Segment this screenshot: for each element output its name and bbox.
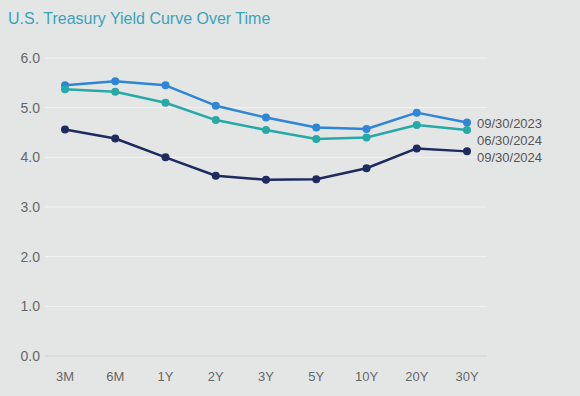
series-marker (363, 164, 371, 172)
series-marker (111, 88, 119, 96)
x-tick-label: 30Y (455, 369, 478, 384)
x-tick-label: 2Y (208, 369, 224, 384)
series-marker (61, 126, 69, 134)
x-tick-label: 1Y (158, 369, 174, 384)
y-tick-label: 4.0 (21, 149, 41, 165)
plot-area (61, 77, 471, 183)
series-marker (162, 153, 170, 161)
series-marker (212, 116, 220, 124)
grid-line (45, 207, 487, 208)
series-marker (363, 133, 371, 141)
y-tick-label: 0.0 (21, 348, 41, 364)
series-marker (212, 172, 220, 180)
series-marker (363, 125, 371, 133)
series-marker (262, 114, 270, 122)
legend-label: 09/30/2024 (477, 150, 542, 165)
series-marker (212, 102, 220, 110)
grid-line (45, 306, 487, 307)
legend-label: 06/30/2024 (477, 133, 542, 148)
series-marker (413, 144, 421, 152)
series-line (65, 81, 467, 129)
chart: U.S. Treasury Yield Curve Over Time 0.0 1.… (0, 0, 580, 396)
grid-line (45, 157, 487, 158)
x-tick-label: 10Y (355, 369, 378, 384)
background (0, 0, 580, 396)
series-marker (312, 135, 320, 143)
series-marker (312, 175, 320, 183)
y-tick-label: 2.0 (21, 249, 41, 265)
series-marker (463, 126, 471, 134)
grid-line (45, 58, 487, 59)
x-tick-label: 5Y (308, 369, 324, 384)
x-tick-label: 20Y (405, 369, 428, 384)
y-tick-label: 6.0 (21, 50, 41, 66)
series-line (65, 130, 467, 180)
series-marker (262, 126, 270, 134)
grid-line (45, 356, 487, 357)
series-marker (463, 147, 471, 155)
series-marker (162, 81, 170, 89)
series-marker (413, 121, 421, 129)
x-tick-label: 3Y (258, 369, 274, 384)
y-tick-label: 5.0 (21, 100, 41, 116)
series-line (65, 89, 467, 139)
series-marker (111, 134, 119, 142)
x-tick-label: 6M (106, 369, 124, 384)
series-marker (262, 176, 270, 184)
title: U.S. Treasury Yield Curve Over Time (8, 10, 270, 27)
y-tick-label: 3.0 (21, 199, 41, 215)
series-marker (413, 109, 421, 117)
grid-line (45, 107, 487, 108)
grid-line (45, 256, 487, 257)
y-tick-label: 1.0 (21, 298, 41, 314)
series-marker (312, 124, 320, 132)
x-tick-label: 3M (56, 369, 74, 384)
series-marker (61, 85, 69, 93)
series-marker (463, 119, 471, 127)
legend-label: 09/30/2023 (477, 116, 542, 131)
series-marker (162, 99, 170, 107)
series-marker (111, 77, 119, 85)
